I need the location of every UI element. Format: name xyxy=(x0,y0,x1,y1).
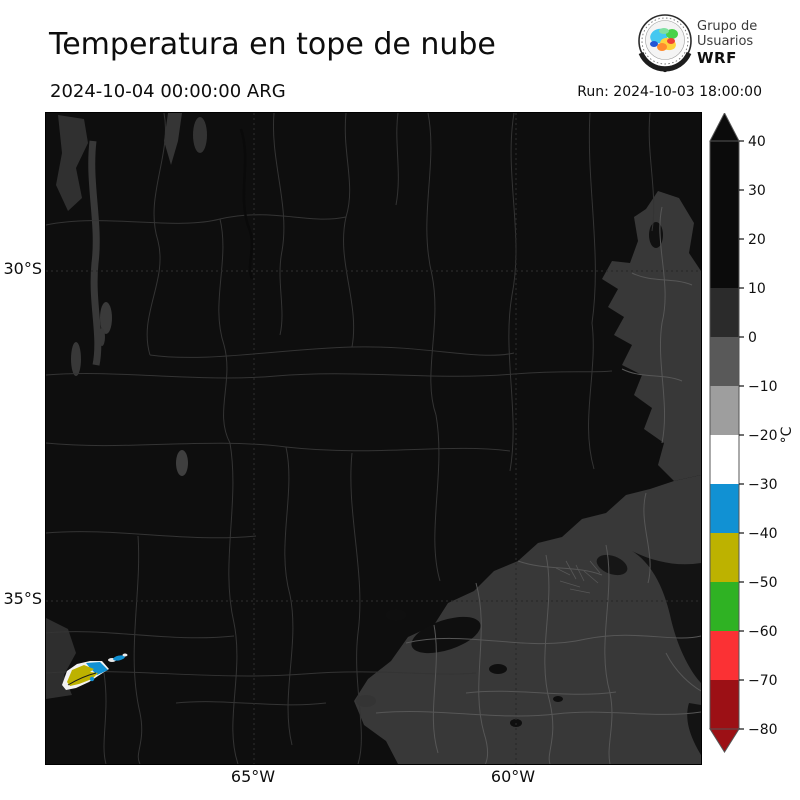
wrf-logo-seal-icon xyxy=(638,14,692,73)
x-axis-tick-label: 65°W xyxy=(230,767,276,786)
x-axis-tick-label: 60°W xyxy=(490,767,536,786)
colorbar-segment xyxy=(710,631,739,680)
admin-boundaries-dark xyxy=(46,113,655,764)
colorbar-tick-label: 10 xyxy=(748,281,766,297)
colorbar-segment xyxy=(710,288,739,337)
colorbar-segment xyxy=(710,435,739,484)
colorbar-tick-label: −20 xyxy=(748,428,778,444)
colorbar-under-arrow xyxy=(709,728,740,753)
colorbar-segment xyxy=(710,680,739,729)
colorbar-tick-label: 0 xyxy=(748,330,757,346)
colorbar-unit-label: °C xyxy=(779,426,795,443)
logo-line-3: WRF xyxy=(697,48,737,67)
colorbar-tick-label: −70 xyxy=(748,673,778,689)
colorbar-tick-label: 20 xyxy=(748,232,766,248)
colorbar-tick-label: 40 xyxy=(748,134,766,150)
colorbar-tick-label: −80 xyxy=(748,722,778,738)
colorbar-over-arrow xyxy=(709,111,740,142)
storm-cell xyxy=(62,653,128,690)
amba-department-cluster xyxy=(555,560,601,594)
logo-line-2: Usuarios xyxy=(697,34,754,50)
map-canvas xyxy=(45,112,702,765)
wrf-logo-text: Grupo de Usuarios WRF xyxy=(697,19,757,67)
temperature-colorbar: 40 30 20 10 0 −10 −20 −30 −40 −50 −60 −70 −80 °C xyxy=(705,111,800,773)
run-time-label: Run: 2024-10-03 18:00:00 xyxy=(577,84,762,100)
graticule xyxy=(46,113,701,764)
colorbar-segment xyxy=(710,386,739,435)
cloud-top-temperature-map xyxy=(46,113,701,764)
wrf-logo: Grupo de Usuarios WRF xyxy=(637,11,797,75)
colorbar-segment xyxy=(710,533,739,582)
y-axis-tick-label: 30°S xyxy=(3,259,42,278)
admin-boundaries-light xyxy=(375,206,701,764)
colorbar-segment xyxy=(710,141,739,288)
colorbar-segment xyxy=(710,582,739,631)
colorbar-segment xyxy=(710,484,739,533)
colorbar-tick-label: −10 xyxy=(748,379,778,395)
page-title: Temperatura en tope de nube xyxy=(49,27,496,62)
colorbar-tick-label: −40 xyxy=(748,526,778,542)
colorbar-tick-label: −50 xyxy=(748,575,778,591)
logo-line-1: Grupo de xyxy=(697,19,758,34)
valid-time-label: 2024-10-04 00:00:00 ARG xyxy=(50,81,286,102)
y-axis-tick-label: 35°S xyxy=(3,589,42,608)
colorbar-tick-label: 30 xyxy=(748,183,766,199)
rio-de-la-plata xyxy=(632,551,701,683)
colorbar-segment xyxy=(710,337,739,386)
colorbar-tick-label: −30 xyxy=(748,477,778,493)
colorbar-tick-label: −60 xyxy=(748,624,778,640)
